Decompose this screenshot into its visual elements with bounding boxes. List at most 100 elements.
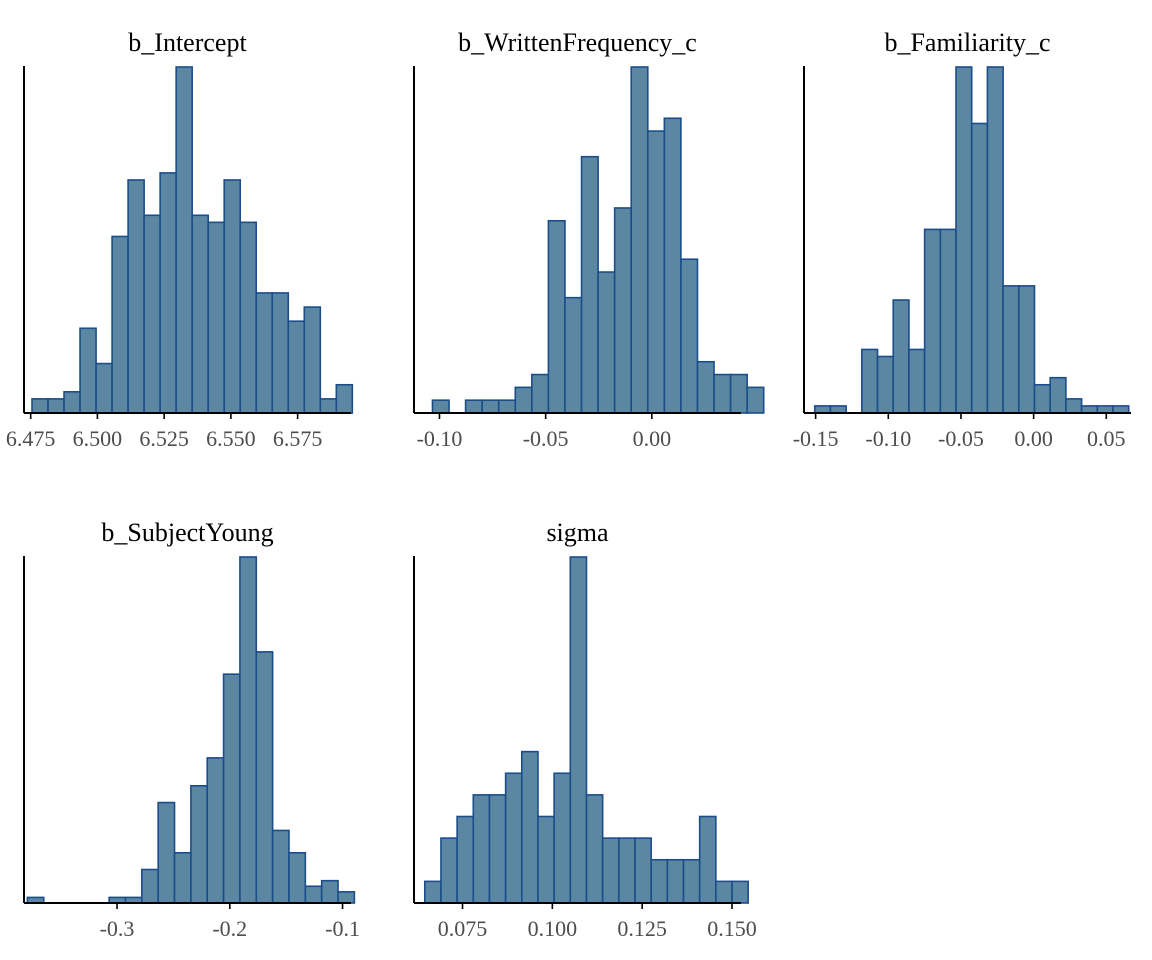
histogram-bar bbox=[923, 228, 942, 414]
x-tick-label: -0.05 bbox=[938, 426, 984, 451]
x-tick-label: -0.10 bbox=[417, 426, 463, 451]
histogram-bar bbox=[95, 362, 113, 414]
x-tick-label: 0.00 bbox=[633, 426, 672, 451]
histogram-bar bbox=[731, 880, 749, 904]
histogram-panel-5: sigma 0.075 0.100 0.125 0.150 bbox=[413, 518, 757, 941]
histogram-bar bbox=[601, 837, 620, 904]
histogram-panel-1: b_Intercept 6.475 6.500 6.525 6.550 6.575 bbox=[6, 28, 354, 451]
histogram-bar bbox=[514, 386, 533, 414]
histogram-bar bbox=[1018, 285, 1036, 414]
histogram-bar bbox=[191, 214, 209, 414]
histogram-bar bbox=[729, 373, 748, 414]
histogram-bar bbox=[939, 228, 957, 414]
histogram-bar bbox=[157, 801, 176, 904]
histogram-bar bbox=[630, 66, 649, 414]
histogram-bar bbox=[287, 320, 306, 414]
histogram-bar bbox=[553, 772, 572, 904]
histogram-bar bbox=[908, 348, 926, 414]
histogram-bar bbox=[141, 868, 159, 904]
histogram-bar bbox=[813, 405, 832, 414]
x-tick-label: 6.500 bbox=[73, 426, 123, 451]
histogram-bar bbox=[127, 179, 145, 414]
histogram-bar bbox=[547, 219, 566, 414]
panel-5-title: sigma bbox=[546, 518, 609, 547]
histogram-bar bbox=[698, 815, 717, 904]
histogram-bar bbox=[986, 66, 1004, 414]
histogram-bar bbox=[111, 235, 129, 414]
histogram-bar bbox=[663, 117, 682, 414]
histogram-bar bbox=[175, 66, 193, 414]
histogram-panel-2: b_WrittenFrequency_c -0.10 -0.05 0.00 bbox=[413, 28, 765, 451]
histogram-bar bbox=[634, 837, 652, 904]
histogram-panel-3: b_Familiarity_c -0.15 -0.10 -0.05 0.00 0.05 bbox=[793, 28, 1131, 451]
x-tick-label: 6.550 bbox=[206, 426, 256, 451]
histogram-bar bbox=[159, 172, 177, 414]
histogram-bar bbox=[143, 214, 161, 414]
x-tick-label: -0.15 bbox=[793, 426, 839, 451]
histogram-bar bbox=[222, 673, 241, 904]
x-tick-label: 0.075 bbox=[438, 916, 488, 941]
histogram-bar bbox=[564, 296, 583, 414]
histogram-bar bbox=[1033, 383, 1051, 414]
histogram-bar bbox=[255, 651, 274, 904]
histogram-bar bbox=[303, 306, 322, 414]
histogram-bar bbox=[304, 885, 323, 904]
histogram-bar bbox=[255, 292, 274, 414]
histogram-bar bbox=[713, 373, 732, 414]
x-tick-label: 0.125 bbox=[617, 916, 667, 941]
histogram-bar bbox=[423, 880, 442, 904]
histogram-bar bbox=[746, 386, 765, 414]
histogram-bar bbox=[666, 858, 685, 904]
histogram-bar bbox=[207, 221, 226, 414]
panel-1-bars bbox=[31, 66, 354, 414]
histogram-bar bbox=[497, 399, 517, 414]
x-tick-label: 0.150 bbox=[707, 916, 757, 941]
histogram-bar bbox=[650, 858, 669, 904]
histogram-bar bbox=[481, 399, 500, 414]
x-tick-label: -0.1 bbox=[325, 916, 360, 941]
histogram-bar bbox=[696, 360, 715, 414]
histogram-bar bbox=[585, 794, 604, 904]
histogram-bar bbox=[440, 837, 458, 904]
histogram-bar bbox=[63, 391, 81, 414]
histogram-bar bbox=[829, 405, 847, 414]
histogram-bar bbox=[504, 772, 523, 904]
histogram-bar bbox=[456, 815, 475, 904]
x-tick-label: 0.05 bbox=[1087, 426, 1126, 451]
panel-2-bars bbox=[431, 66, 765, 414]
histogram-bar bbox=[580, 155, 599, 414]
histogram-bar bbox=[1049, 376, 1067, 414]
histogram-bar bbox=[680, 258, 699, 414]
histogram-bar bbox=[618, 837, 636, 904]
histogram-bar bbox=[47, 398, 65, 414]
x-tick-label: -0.10 bbox=[865, 426, 911, 451]
histogram-bar bbox=[1065, 398, 1083, 414]
histogram-bar bbox=[79, 327, 97, 414]
x-tick-label: -0.2 bbox=[212, 916, 247, 941]
x-tick-label: 6.525 bbox=[139, 426, 189, 451]
histogram-bar bbox=[488, 794, 507, 904]
histogram-bar bbox=[337, 891, 356, 904]
histogram-bar bbox=[239, 221, 258, 414]
histogram-bar bbox=[271, 829, 290, 904]
histogram-bar bbox=[613, 207, 633, 414]
histogram-bar bbox=[288, 851, 307, 904]
histogram-bar bbox=[876, 355, 895, 414]
x-tick-label: 0.00 bbox=[1014, 426, 1053, 451]
histogram-bar bbox=[970, 122, 989, 414]
histogram-bar bbox=[569, 556, 588, 904]
histogram-bar bbox=[1112, 405, 1130, 414]
x-tick-label: 6.475 bbox=[6, 426, 56, 451]
histogram-bar bbox=[472, 794, 491, 904]
histogram-bar bbox=[861, 348, 879, 414]
histogram-bar bbox=[892, 299, 910, 414]
histogram-bar bbox=[537, 815, 555, 904]
histogram-bar bbox=[597, 271, 616, 414]
histogram-bar bbox=[682, 858, 701, 904]
histogram-bar bbox=[1096, 405, 1114, 414]
histogram-bar bbox=[955, 66, 973, 414]
panel-4-title: b_SubjectYoung bbox=[101, 518, 273, 547]
histogram-bar bbox=[1002, 285, 1020, 414]
histogram-bar bbox=[320, 879, 339, 904]
histogram-bar bbox=[271, 292, 290, 414]
